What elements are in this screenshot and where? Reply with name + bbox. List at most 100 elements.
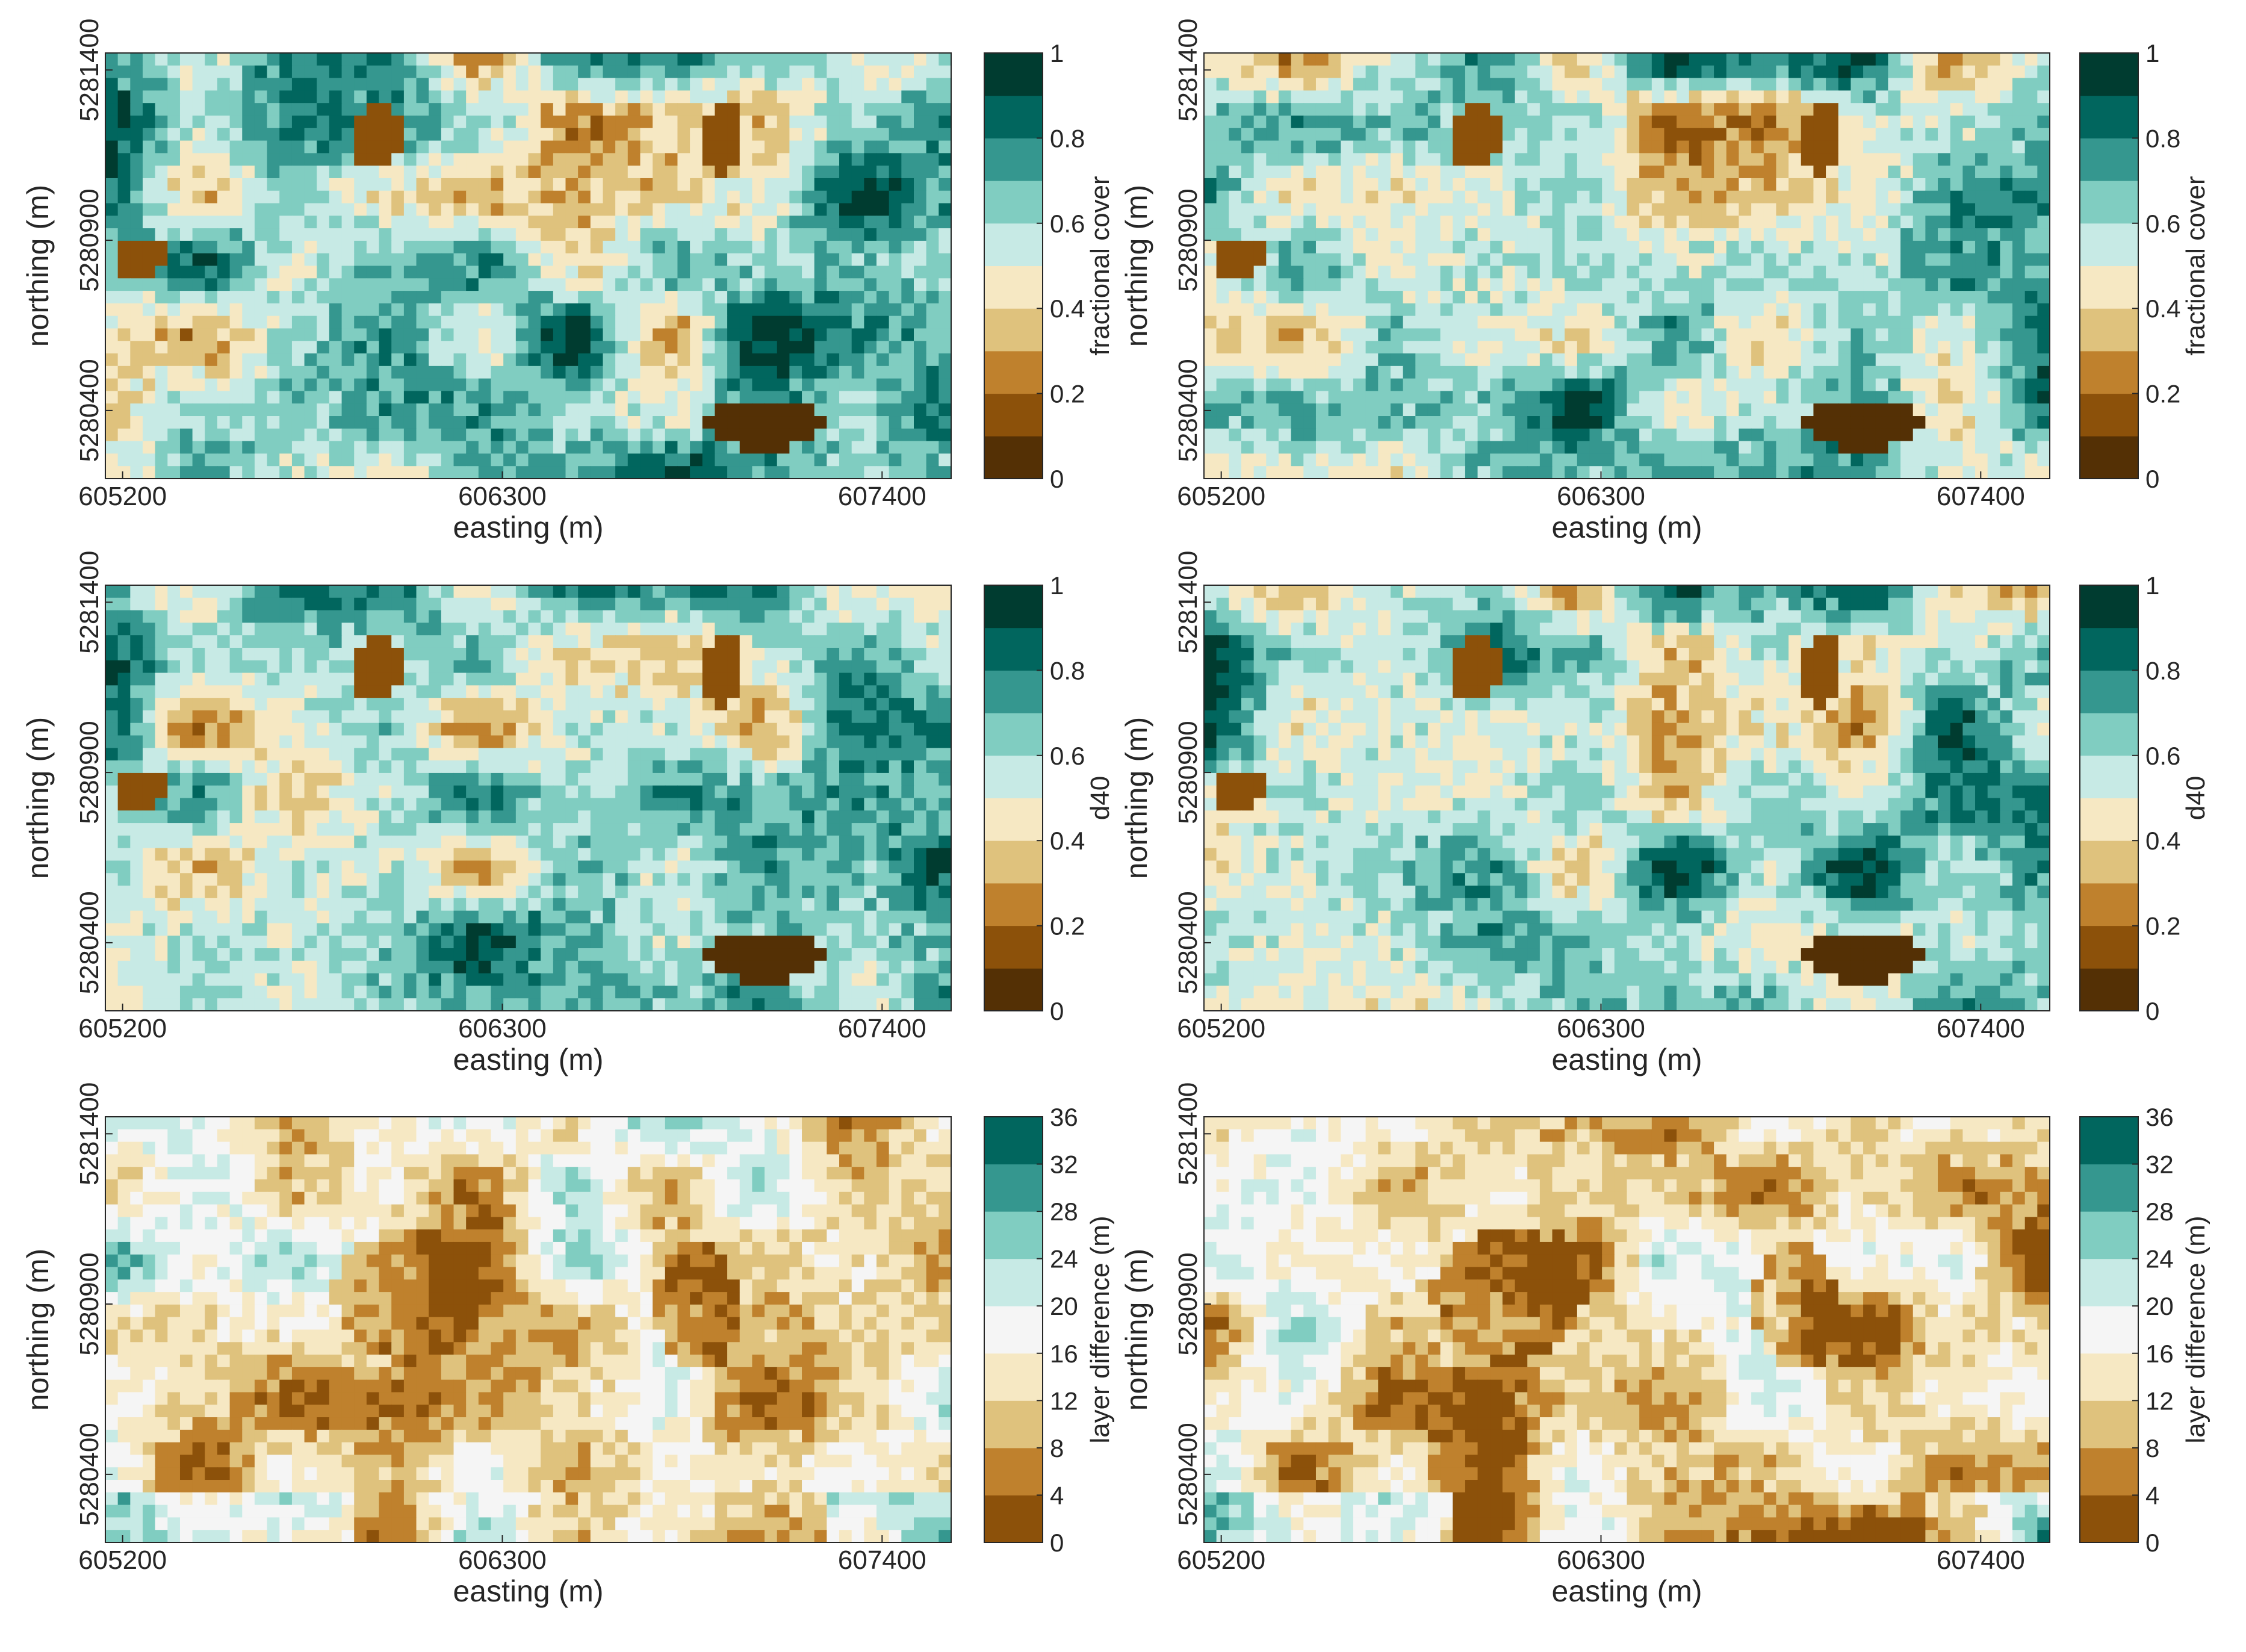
heatmap-cell [1515,378,1528,392]
heatmap-cell [1689,266,1702,279]
heatmap-cell [155,428,168,442]
heatmap-cell [640,303,653,317]
heatmap-cell [1278,128,1292,141]
heatmap-cell [1341,115,1354,129]
heatmap-cell [291,128,305,141]
heatmap-cell [715,623,728,636]
heatmap-cell [1689,416,1702,429]
heatmap-cell [578,291,591,304]
heatmap-cell [1589,190,1602,204]
heatmap-cell [1838,253,1852,267]
heatmap-cell [1863,341,1876,354]
heatmap-cell [665,266,678,279]
heatmap-cell [1415,303,1429,317]
heatmap-cell [1639,365,1652,379]
heatmap-cell [2012,466,2026,479]
heatmap-cell [403,328,417,341]
heatmap-cell [279,610,293,623]
heatmap-cell [827,291,840,304]
heatmap-cell [1278,53,1292,66]
heatmap-cell [653,190,666,204]
heatmap-cell [1341,365,1354,379]
heatmap-cell [578,428,591,442]
heatmap-cell [1353,166,1367,179]
heatmap-cell [341,315,355,329]
heatmap-cell [1689,453,1702,467]
heatmap-cell [155,441,168,455]
heatmap-cell [802,328,815,341]
heatmap-cell [1465,266,1478,279]
heatmap-cell [491,166,504,179]
heatmap-cell [1229,303,1242,317]
heatmap-cell [1962,140,1976,154]
heatmap-cell [1440,90,1453,104]
heatmap-cell [441,416,454,429]
heatmap-cell [205,166,218,179]
heatmap-cell [105,115,119,129]
heatmap-cell [1390,65,1404,79]
heatmap-cell [889,353,902,367]
heatmap-cell [677,391,690,404]
heatmap-cell [1751,253,1764,267]
heatmap-cell [117,166,131,179]
heatmap-cell [515,315,529,329]
heatmap-cell [765,153,778,166]
heatmap-cell [1589,303,1602,317]
heatmap-cell [403,53,417,66]
heatmap-cell [117,240,131,254]
heatmap-cell [466,153,479,166]
heatmap-cell [1714,115,1727,129]
heatmap-cell [466,623,479,636]
heatmap-cell [379,90,392,104]
heatmap-cell [938,266,952,279]
heatmap-cell [1739,303,1752,317]
heatmap-cell [590,365,604,379]
heatmap-cell [1465,453,1478,467]
heatmap-cell [1539,403,1553,417]
heatmap-cell [739,153,753,166]
heatmap-cell [1341,428,1354,442]
heatmap-cell [1875,115,1888,129]
heatmap-cell [653,453,666,467]
heatmap-cell [1602,140,1615,154]
heatmap-cell [715,278,728,291]
heatmap-cell [690,623,703,636]
heatmap-cell [105,266,119,279]
heatmap-cell [167,240,181,254]
heatmap-cell [453,365,467,379]
heatmap-cell [254,178,268,191]
heatmap-cell [403,303,417,317]
heatmap-cell [391,203,405,216]
heatmap-cell [1266,78,1279,91]
heatmap-cell [2037,65,2050,79]
heatmap-cell [2024,453,2038,467]
heatmap-cell [1390,103,1404,116]
heatmap-cell [1714,278,1727,291]
heatmap-cell [1875,341,1888,354]
heatmap-cell [304,341,317,354]
heatmap-cell [627,203,641,216]
heatmap-cell [1291,303,1304,317]
heatmap-cell [441,610,454,623]
heatmap-cell [515,166,529,179]
heatmap-cell [864,365,877,379]
heatmap-cell [2037,453,2050,467]
heatmap-cell [291,240,305,254]
heatmap-cell [1204,303,1217,317]
heatmap-cell [1813,266,1826,279]
heatmap-cell [1664,378,1677,392]
heatmap-cell [515,128,529,141]
heatmap-cell [429,78,442,91]
heatmap-cell [192,623,205,636]
heatmap-cell [1763,441,1777,455]
heatmap-cell [329,78,343,91]
heatmap-cell [1639,266,1652,279]
heatmap-cell [1427,441,1441,455]
heatmap-cell [1229,266,1242,279]
heatmap-cell [1788,416,1802,429]
heatmap-cell [1390,403,1404,417]
heatmap-cell [1900,291,1914,304]
heatmap-cell [1826,140,1839,154]
heatmap-cell [1266,391,1279,404]
heatmap-cell [827,203,840,216]
